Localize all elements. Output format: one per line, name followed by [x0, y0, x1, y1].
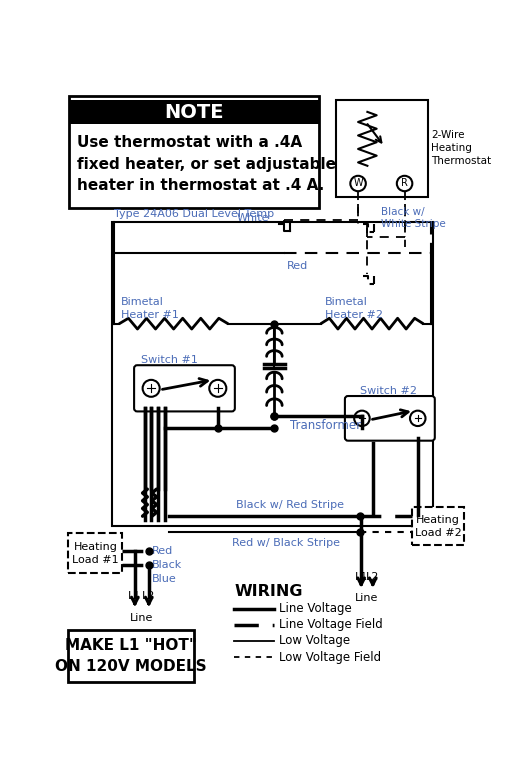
Text: MAKE L1 "HOT"
ON 120V MODELS: MAKE L1 "HOT" ON 120V MODELS: [55, 638, 207, 674]
Text: Line Voltage: Line Voltage: [279, 602, 352, 615]
Text: White: White: [237, 213, 269, 223]
Text: Switch #1: Switch #1: [141, 355, 198, 365]
Text: L1: L1: [128, 591, 142, 601]
FancyBboxPatch shape: [134, 365, 235, 411]
Text: Bimetal
Heater #2: Bimetal Heater #2: [325, 296, 383, 320]
Text: Bimetal
Heater #1: Bimetal Heater #1: [121, 296, 179, 320]
Text: L2: L2: [142, 591, 155, 601]
Text: W: W: [353, 178, 363, 188]
Text: L1: L1: [355, 572, 368, 582]
Text: WIRING: WIRING: [234, 584, 303, 599]
Text: 2-Wire
Heating
Thermostat: 2-Wire Heating Thermostat: [431, 130, 491, 166]
Text: Black w/
White Stripe: Black w/ White Stripe: [381, 207, 446, 229]
Text: Low Voltage Field: Low Voltage Field: [279, 651, 381, 664]
Text: NOTE: NOTE: [164, 103, 224, 122]
Text: Type 24A06 Dual Level Temp: Type 24A06 Dual Level Temp: [114, 209, 274, 219]
Text: Transformer: Transformer: [290, 418, 361, 432]
Bar: [111, 222, 433, 527]
Text: Switch #2: Switch #2: [359, 386, 417, 396]
Bar: [68, 533, 122, 573]
Bar: [68, 630, 194, 682]
Text: Red: Red: [287, 261, 308, 271]
Text: Heating
Load #2: Heating Load #2: [415, 515, 461, 538]
Text: Low Voltage: Low Voltage: [279, 635, 350, 648]
Text: Black w/ Red Stripe: Black w/ Red Stripe: [235, 500, 344, 510]
Bar: [69, 96, 318, 208]
Text: Blue: Blue: [152, 574, 177, 584]
Bar: [69, 100, 318, 124]
Text: L2: L2: [366, 572, 379, 582]
FancyBboxPatch shape: [345, 396, 435, 441]
Text: Line: Line: [355, 593, 379, 603]
Bar: [337, 100, 428, 197]
Text: Red: Red: [152, 546, 173, 556]
Bar: [412, 507, 464, 545]
Text: Black: Black: [152, 560, 182, 570]
Text: Line Voltage Field: Line Voltage Field: [279, 618, 383, 631]
Text: Line: Line: [130, 613, 154, 623]
Text: Red w/ Black Stripe: Red w/ Black Stripe: [232, 538, 340, 547]
Text: Heating
Load #1: Heating Load #1: [72, 541, 119, 564]
Text: R: R: [401, 178, 408, 188]
Text: Use thermostat with a .4A
fixed heater, or set adjustable
heater in thermostat a: Use thermostat with a .4A fixed heater, …: [77, 135, 336, 193]
